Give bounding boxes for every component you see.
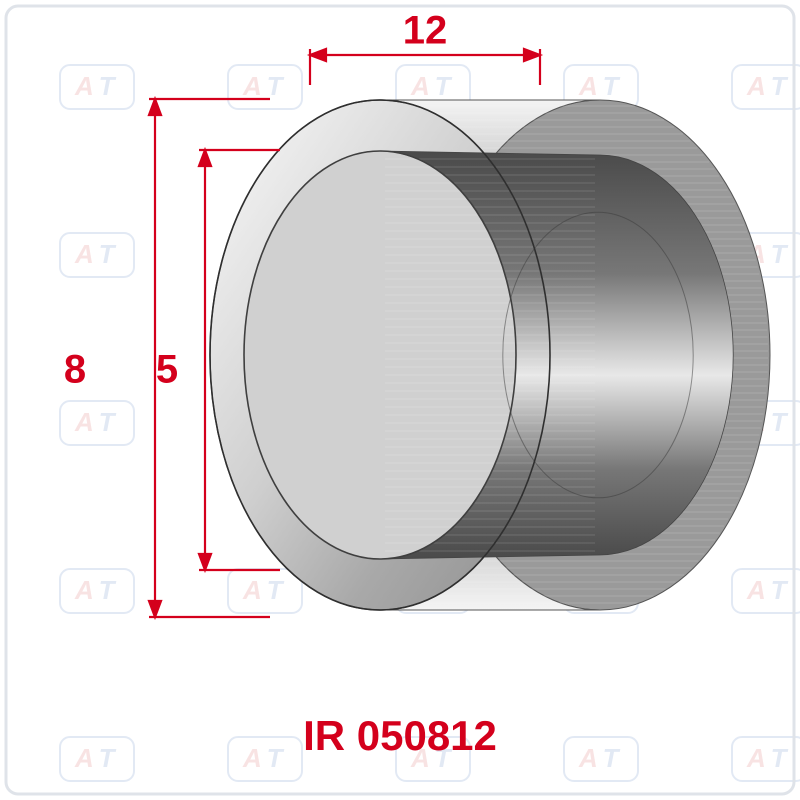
svg-text:A: A (242, 71, 262, 101)
svg-text:T: T (771, 407, 789, 437)
svg-text:T: T (99, 239, 117, 269)
svg-text:T: T (771, 239, 789, 269)
svg-text:A: A (74, 71, 94, 101)
svg-text:A: A (578, 71, 598, 101)
svg-text:A: A (746, 71, 766, 101)
svg-text:T: T (771, 71, 789, 101)
svg-text:T: T (603, 71, 621, 101)
svg-text:A: A (746, 575, 766, 605)
svg-text:T: T (435, 71, 453, 101)
dimension-inner-label: 5 (156, 348, 178, 392)
svg-text:T: T (267, 743, 285, 773)
svg-text:T: T (99, 407, 117, 437)
svg-text:T: T (267, 71, 285, 101)
dimension-width-label: 12 (403, 9, 448, 53)
svg-text:T: T (99, 743, 117, 773)
svg-text:A: A (74, 575, 94, 605)
svg-text:A: A (242, 743, 262, 773)
svg-text:A: A (74, 239, 94, 269)
svg-text:T: T (267, 575, 285, 605)
bearing-ring (210, 100, 770, 610)
svg-text:T: T (99, 71, 117, 101)
dimension-outer-label: 8 (64, 348, 86, 392)
svg-text:A: A (74, 743, 94, 773)
svg-text:A: A (242, 575, 262, 605)
svg-text:A: A (74, 407, 94, 437)
svg-text:T: T (99, 575, 117, 605)
svg-text:T: T (603, 743, 621, 773)
svg-text:T: T (771, 575, 789, 605)
svg-text:T: T (771, 743, 789, 773)
svg-text:A: A (746, 743, 766, 773)
svg-text:A: A (410, 71, 430, 101)
svg-text:A: A (578, 743, 598, 773)
part-number-label: IR 050812 (303, 712, 497, 759)
